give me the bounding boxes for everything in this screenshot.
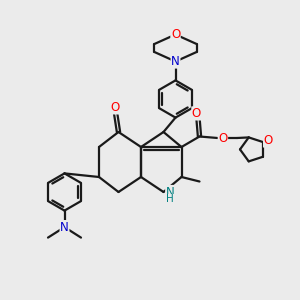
Text: N: N (171, 55, 180, 68)
Text: O: O (192, 107, 201, 120)
Text: O: O (264, 134, 273, 147)
Text: H: H (166, 194, 174, 205)
Text: O: O (218, 131, 227, 145)
Text: N: N (60, 220, 69, 234)
Text: O: O (110, 101, 119, 114)
Text: N: N (166, 185, 175, 199)
Text: O: O (171, 28, 180, 41)
